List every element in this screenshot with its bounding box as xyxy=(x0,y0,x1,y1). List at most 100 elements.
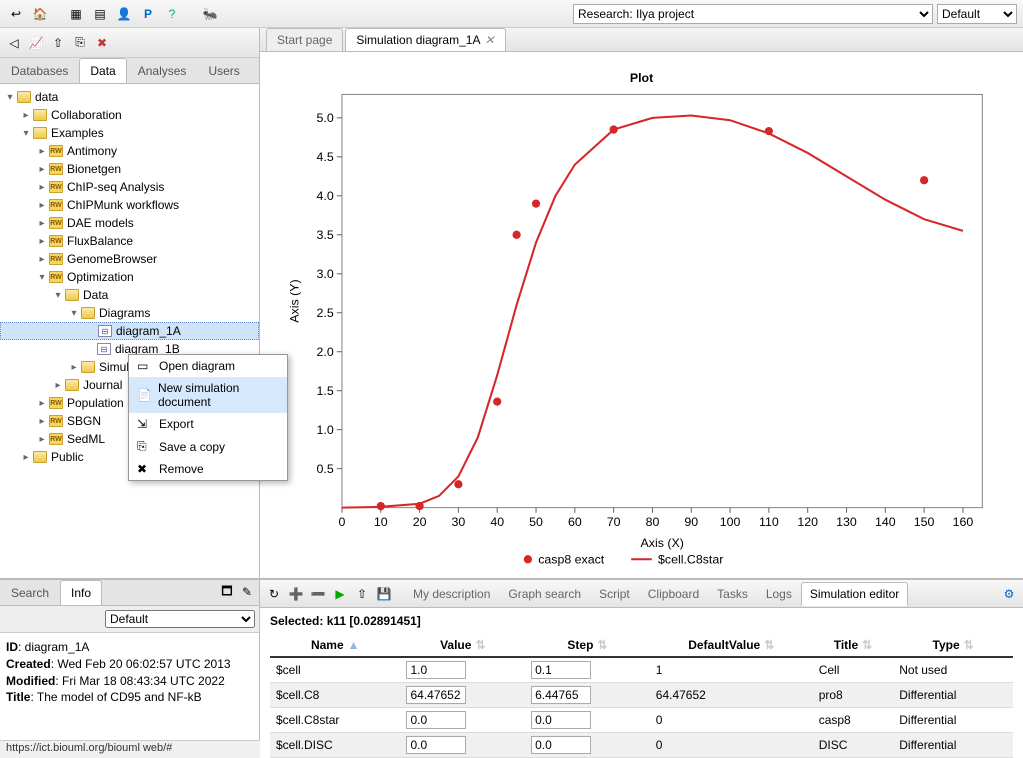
table-row[interactable]: $cell.C8 64.47652pro8Differential xyxy=(270,683,1013,708)
tree-item[interactable]: ▸RWFluxBalance xyxy=(0,232,259,250)
table-row[interactable]: $cell 1CellNot used xyxy=(270,657,1013,683)
svg-text:90: 90 xyxy=(684,515,698,529)
up-icon[interactable]: ⇧ xyxy=(48,33,68,53)
info-panel: SearchInfo🗖✎ Default ID: diagram_1A Crea… xyxy=(0,580,260,758)
tab-users[interactable]: Users xyxy=(197,58,250,83)
tab-databases[interactable]: Databases xyxy=(0,58,79,83)
tree-item[interactable]: ▸RWChIP-seq Analysis xyxy=(0,178,259,196)
column-header[interactable]: Title⇅ xyxy=(813,634,894,657)
tree-item[interactable]: ▸RWAntimony xyxy=(0,142,259,160)
doc-tab[interactable]: Simulation diagram_1A✕ xyxy=(345,28,505,51)
svg-text:Plot: Plot xyxy=(630,71,653,85)
tree-item[interactable]: ▾Examples xyxy=(0,124,259,142)
layout2-icon[interactable]: ▤ xyxy=(90,4,110,24)
tree-item[interactable]: ▸RWChIPMunk workflows xyxy=(0,196,259,214)
tab-data[interactable]: Data xyxy=(79,58,126,83)
user-icon[interactable]: 👤 xyxy=(114,4,134,24)
copy-icon[interactable]: ⎘ xyxy=(70,33,90,53)
svg-text:2.5: 2.5 xyxy=(317,306,334,320)
tree-item[interactable]: ▾Diagrams xyxy=(0,304,259,322)
step-input[interactable] xyxy=(531,661,591,679)
svg-text:$cell.C8star: $cell.C8star xyxy=(658,552,723,566)
svg-text:150: 150 xyxy=(914,515,935,529)
project-selector[interactable]: Research: Ilya project xyxy=(573,4,933,24)
column-header[interactable]: DefaultValue⇅ xyxy=(650,634,813,657)
info-tab-search[interactable]: Search xyxy=(0,580,60,605)
tree-item[interactable]: ▸RWDAE models xyxy=(0,214,259,232)
open-icon: ▭ xyxy=(137,359,153,373)
info-window-icon[interactable]: 🗖 xyxy=(217,582,237,602)
param-table: Name▲Value⇅Step⇅DefaultValue⇅Title⇅Type⇅… xyxy=(270,634,1013,758)
svg-text:1.5: 1.5 xyxy=(317,384,334,398)
plot-area: Plot010203040506070809010011012013014015… xyxy=(260,52,1023,581)
remove-icon[interactable]: ➖ xyxy=(308,584,328,604)
play-icon[interactable]: ▶ xyxy=(330,584,350,604)
column-header[interactable]: Name▲ xyxy=(270,634,400,657)
table-row[interactable]: $cell.DISC 0DISCDifferential xyxy=(270,733,1013,758)
context-item[interactable]: ⎘Save a copy xyxy=(129,435,287,458)
svg-text:100: 100 xyxy=(720,515,741,529)
selected-label: Selected: k11 [0.02891451] xyxy=(260,608,1023,634)
svg-text:3.5: 3.5 xyxy=(317,228,334,242)
step-input[interactable] xyxy=(531,686,591,704)
svg-text:0: 0 xyxy=(339,515,346,529)
plot-svg: Plot010203040506070809010011012013014015… xyxy=(280,62,1003,571)
context-item[interactable]: 📄New simulation document xyxy=(129,377,287,413)
column-header[interactable]: Value⇅ xyxy=(400,634,525,657)
logout-icon[interactable]: ↩ xyxy=(6,4,26,24)
doc-tab[interactable]: Start page xyxy=(266,28,343,51)
perspective-selector[interactable]: Default xyxy=(937,4,1017,24)
back-icon[interactable]: ◁ xyxy=(4,33,24,53)
editor-tab[interactable]: Script xyxy=(590,582,639,606)
context-item[interactable]: ✖Remove xyxy=(129,458,287,480)
layout1-icon[interactable]: ▦ xyxy=(66,4,86,24)
value-input[interactable] xyxy=(406,711,466,729)
gear-icon[interactable]: ⚙ xyxy=(999,584,1019,604)
tree-item[interactable]: ▸RWBionetgen xyxy=(0,160,259,178)
refresh-icon[interactable]: ↻ xyxy=(264,584,284,604)
tree-item[interactable]: ▾RWOptimization xyxy=(0,268,259,286)
add-icon[interactable]: ➕ xyxy=(286,584,306,604)
new-icon: 📄 xyxy=(137,388,152,402)
help-icon[interactable]: ? xyxy=(162,4,182,24)
editor-tab[interactable]: Logs xyxy=(757,582,801,606)
chart-icon[interactable]: 📈 xyxy=(26,33,46,53)
copy-icon: ⎘ xyxy=(137,439,153,454)
editor-tab[interactable]: My description xyxy=(404,582,499,606)
close-icon[interactable]: ✕ xyxy=(484,33,494,47)
save-icon[interactable]: 💾 xyxy=(374,584,394,604)
delete-icon[interactable]: ✖ xyxy=(92,33,112,53)
table-row[interactable]: $cell.C8star 0casp8Differential xyxy=(270,708,1013,733)
tab-analyses[interactable]: Analyses xyxy=(127,58,198,83)
editor-tab[interactable]: Clipboard xyxy=(639,582,708,606)
tree-item[interactable]: ▸RWGenomeBrowser xyxy=(0,250,259,268)
tree-item[interactable]: ⊟diagram_1A xyxy=(0,322,259,340)
tree-item[interactable]: ▾data xyxy=(0,88,259,106)
tree-item[interactable]: ▾Data xyxy=(0,286,259,304)
editor-tab[interactable]: Graph search xyxy=(499,582,590,606)
home-icon[interactable]: 🏠 xyxy=(30,4,50,24)
value-input[interactable] xyxy=(406,686,466,704)
editor-tab[interactable]: Tasks xyxy=(708,582,757,606)
svg-text:0.5: 0.5 xyxy=(317,462,334,476)
p-icon[interactable]: P xyxy=(138,4,158,24)
up2-icon[interactable]: ⇧ xyxy=(352,584,372,604)
column-header[interactable]: Step⇅ xyxy=(525,634,650,657)
editor-tab[interactable]: Simulation editor xyxy=(801,582,908,606)
context-item[interactable]: ⇲Export xyxy=(129,413,287,435)
info-edit-icon[interactable]: ✎ xyxy=(237,582,257,602)
context-item[interactable]: ▭Open diagram xyxy=(129,355,287,377)
tree[interactable]: ▾data▸Collaboration▾Examples▸RWAntimony▸… xyxy=(0,84,259,578)
value-input[interactable] xyxy=(406,661,466,679)
ant-icon[interactable]: 🐜 xyxy=(200,4,220,24)
svg-text:20: 20 xyxy=(413,515,427,529)
info-tab-info[interactable]: Info xyxy=(60,580,102,605)
document-tabs: Start pageSimulation diagram_1A✕ xyxy=(260,28,1023,52)
tree-item[interactable]: ▸Collaboration xyxy=(0,106,259,124)
value-input[interactable] xyxy=(406,736,466,754)
svg-text:5.0: 5.0 xyxy=(317,111,334,125)
step-input[interactable] xyxy=(531,736,591,754)
step-input[interactable] xyxy=(531,711,591,729)
info-selector[interactable]: Default xyxy=(105,610,255,628)
column-header[interactable]: Type⇅ xyxy=(893,634,1013,657)
